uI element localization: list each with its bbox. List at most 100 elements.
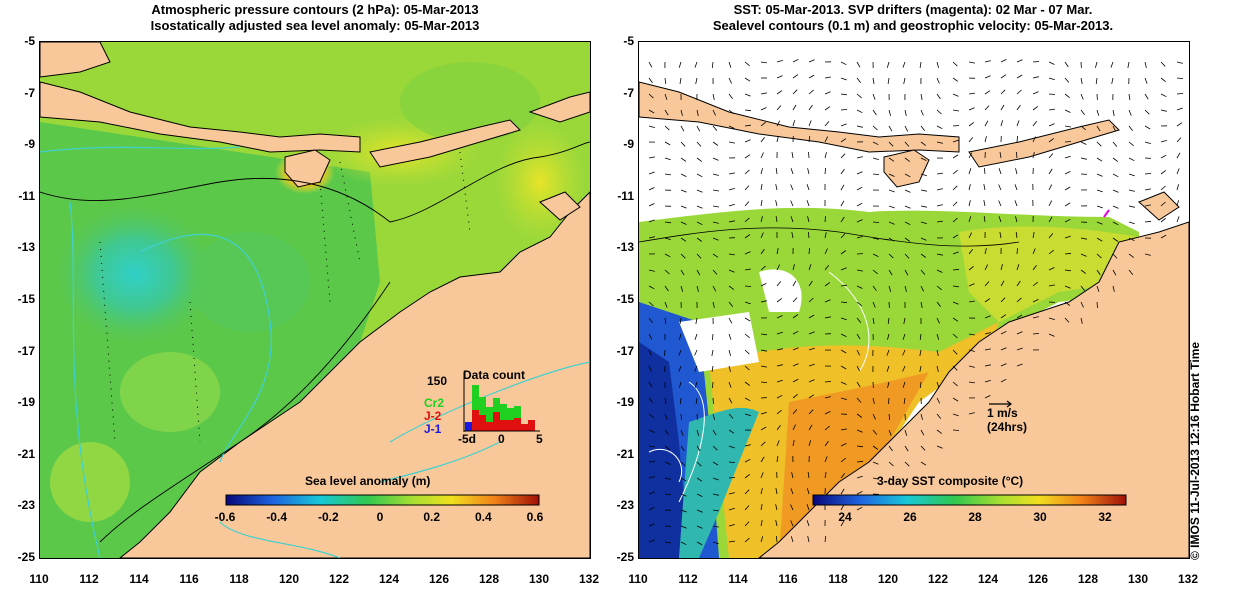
x-tick-label: 120 (877, 572, 899, 586)
y-tick-label: -21 (17, 446, 35, 461)
velocity-arrow (728, 253, 735, 256)
velocity-arrow (648, 219, 655, 223)
velocity-arrow (887, 333, 890, 340)
velocity-arrow (840, 520, 845, 527)
velocity-arrow (744, 381, 751, 386)
velocity-arrow (904, 253, 910, 259)
velocity-arrow (1048, 138, 1055, 143)
velocity-arrow (1000, 280, 1005, 287)
velocity-arrow (1128, 253, 1135, 258)
velocity-arrow (936, 220, 943, 223)
velocity-arrow (712, 269, 718, 275)
velocity-arrow (1176, 77, 1184, 79)
velocity-arrow (984, 136, 987, 143)
velocity-arrow (648, 349, 652, 356)
velocity-arrow (648, 381, 653, 388)
velocity-arrow (776, 440, 780, 447)
velocity-arrow (1176, 168, 1180, 175)
velocity-arrow (952, 381, 958, 387)
velocity-arrow (952, 217, 958, 223)
velocity-arrow (984, 364, 991, 367)
y-tick-label: -7 (623, 85, 634, 100)
velocity-arrow (680, 525, 687, 529)
velocity-arrow (808, 59, 815, 63)
velocity-arrow (760, 248, 765, 255)
velocity-arrow (936, 93, 941, 100)
velocity-arrow (1000, 314, 1007, 319)
x-tick-label: 126 (428, 572, 450, 586)
velocity-arrow (664, 301, 668, 308)
velocity-arrow (808, 409, 814, 415)
velocity-arrow (968, 107, 975, 111)
y-tick-label: -5 (24, 34, 35, 48)
velocity-arrow (760, 184, 763, 191)
velocity-arrow (1064, 186, 1071, 191)
y-tick-label: -15 (616, 292, 634, 306)
velocity-arrow (712, 157, 719, 161)
velocity-arrow (872, 221, 880, 223)
colorbar-tick-label: 0 (376, 510, 384, 524)
velocity-arrow (760, 136, 765, 143)
velocity-arrow (696, 493, 703, 497)
velocity-arrow (806, 200, 810, 207)
velocity-arrow (952, 317, 959, 322)
velocity-arrow (888, 445, 893, 452)
velocity-arrow (936, 141, 943, 144)
velocity-arrow (872, 141, 879, 146)
colorbar-tick-label: 0.4 (474, 510, 492, 524)
velocity-arrow (664, 77, 667, 85)
velocity-arrow (695, 317, 698, 324)
velocity-arrow (711, 61, 714, 69)
velocity-arrow (824, 472, 827, 479)
velocity-arrow (920, 301, 923, 308)
velocity-arrow (824, 299, 831, 303)
velocity-arrow (711, 349, 714, 356)
velocity-arrow (776, 424, 781, 431)
velocity-arrow (1112, 269, 1117, 276)
velocity-arrow (936, 125, 943, 130)
velocity-arrow (744, 413, 751, 416)
velocity-arrow (936, 445, 943, 449)
colorbar-tick-label: -0.6 (214, 510, 236, 524)
velocity-arrow (888, 221, 895, 225)
velocity-arrow (760, 456, 765, 463)
velocity-arrow (888, 429, 892, 436)
velocity-arrow (1144, 109, 1150, 115)
velocity-arrow (902, 61, 906, 68)
velocity-arrow (824, 265, 830, 271)
velocity-arrow (1096, 301, 1098, 309)
velocity-arrow (806, 488, 810, 495)
velocity-arrow (856, 285, 863, 289)
velocity-arrow (808, 424, 813, 431)
velocity-arrow (760, 152, 764, 159)
velocity-arrow (648, 491, 655, 495)
velocity-arrow (1014, 200, 1018, 207)
velocity-arrow (1128, 93, 1131, 100)
velocity-arrow (744, 285, 752, 287)
velocity-arrow (744, 521, 750, 527)
velocity-arrow (1160, 217, 1166, 223)
velocity-arrow (1000, 104, 1005, 111)
velocity-arrow (919, 349, 922, 356)
velocity-arrow (1048, 216, 1053, 223)
x-tick-label: 116 (179, 572, 199, 586)
velocity-arrow (824, 76, 831, 79)
velocity-arrow (984, 264, 989, 271)
velocity-arrow (808, 379, 815, 383)
sla-colorbar-title: Sea level anomaly (m) (305, 474, 431, 488)
velocity-arrow (856, 301, 862, 307)
velocity-arrow (903, 317, 906, 324)
velocity-arrow (952, 234, 959, 239)
velocity-arrow (696, 541, 703, 546)
velocity-arrow (824, 232, 827, 239)
velocity-arrow (678, 333, 682, 340)
velocity-arrow (1016, 280, 1021, 287)
velocity-arrow (1080, 157, 1087, 160)
velocity-arrow (1176, 61, 1183, 64)
velocity-arrow (760, 232, 764, 239)
velocity-arrow (904, 109, 907, 116)
x-tick-label: 132 (578, 572, 600, 586)
velocity-arrow (1032, 76, 1039, 79)
velocity-arrow (648, 539, 655, 543)
velocity-arrow (952, 61, 958, 67)
